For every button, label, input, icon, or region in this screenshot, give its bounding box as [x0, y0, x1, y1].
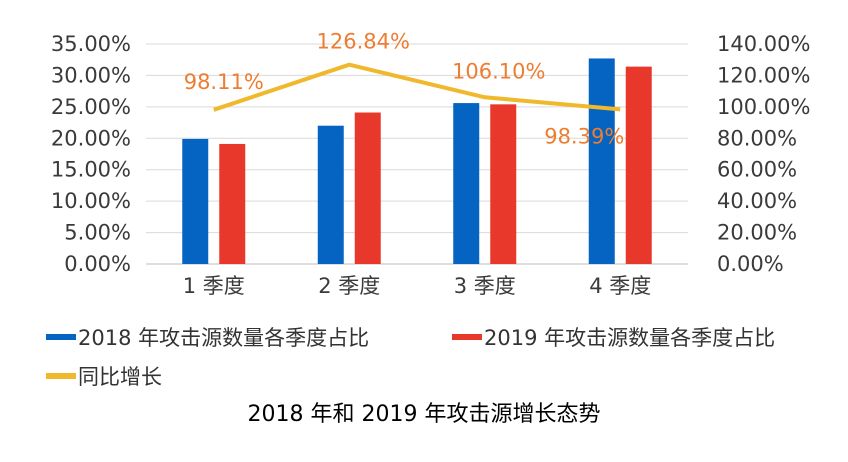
bar-2018 — [453, 103, 480, 264]
growth-line-path — [213, 62, 621, 112]
bar-2019 — [625, 66, 652, 264]
right-axis-tick-label: 0.00% — [717, 252, 784, 276]
growth-data-label: 126.84% — [317, 30, 410, 54]
category-label: 2 季度 — [318, 274, 380, 298]
right-axis-tick-label: 100.00% — [717, 95, 810, 119]
category-label: 3 季度 — [454, 274, 516, 298]
legend-label: 同比增长 — [78, 365, 162, 389]
left-axis-tick-label: 15.00% — [51, 158, 131, 182]
right-axis-tick-label: 140.00% — [717, 32, 810, 56]
growth-data-label: 106.10% — [452, 59, 545, 83]
left-axis-tick-label: 30.00% — [51, 63, 131, 87]
bar-2019 — [490, 104, 517, 264]
legend-swatch — [452, 334, 482, 340]
left-axis-tick-label: 0.00% — [64, 252, 131, 276]
growth-line: 98.11% 126.84% 106.10% 98.39% — [184, 30, 625, 149]
bar-2019 — [219, 143, 246, 264]
left-axis-tick-label: 5.00% — [64, 221, 131, 245]
category-label: 1 季度 — [183, 274, 245, 298]
right-axis-tick-label: 80.00% — [717, 126, 797, 150]
bar-2019 — [354, 112, 381, 264]
legend-label: 2019 年攻击源数量各季度占比 — [484, 326, 775, 350]
legend-swatch — [46, 334, 76, 340]
bars — [182, 58, 652, 265]
growth-data-label: 98.11% — [184, 70, 264, 94]
left-axis-tick-label: 35.00% — [51, 32, 131, 56]
left-axis-tick-label: 25.00% — [51, 95, 131, 119]
legend-swatch — [46, 373, 76, 379]
right-axis-tick-label: 120.00% — [717, 63, 810, 87]
bar-2018 — [317, 125, 344, 264]
legend-label: 2018 年攻击源数量各季度占比 — [78, 326, 369, 350]
bar-2018 — [588, 58, 615, 265]
axes: 0.00% 0.00% 5.00% 20.00% 10.00% 40.00% 15.00% 6… — [51, 32, 811, 298]
chart-caption: 2018 年和 2019 年攻击源增长态势 — [248, 402, 601, 427]
growth-data-label: 98.39% — [544, 124, 624, 148]
category-label: 4 季度 — [589, 274, 651, 298]
right-axis-tick-label: 60.00% — [717, 158, 797, 182]
left-axis-tick-label: 20.00% — [51, 126, 131, 150]
left-axis-tick-label: 10.00% — [51, 189, 131, 213]
bar-2018 — [182, 138, 209, 264]
right-axis-tick-label: 40.00% — [717, 189, 797, 213]
right-axis-tick-label: 20.00% — [717, 221, 797, 245]
